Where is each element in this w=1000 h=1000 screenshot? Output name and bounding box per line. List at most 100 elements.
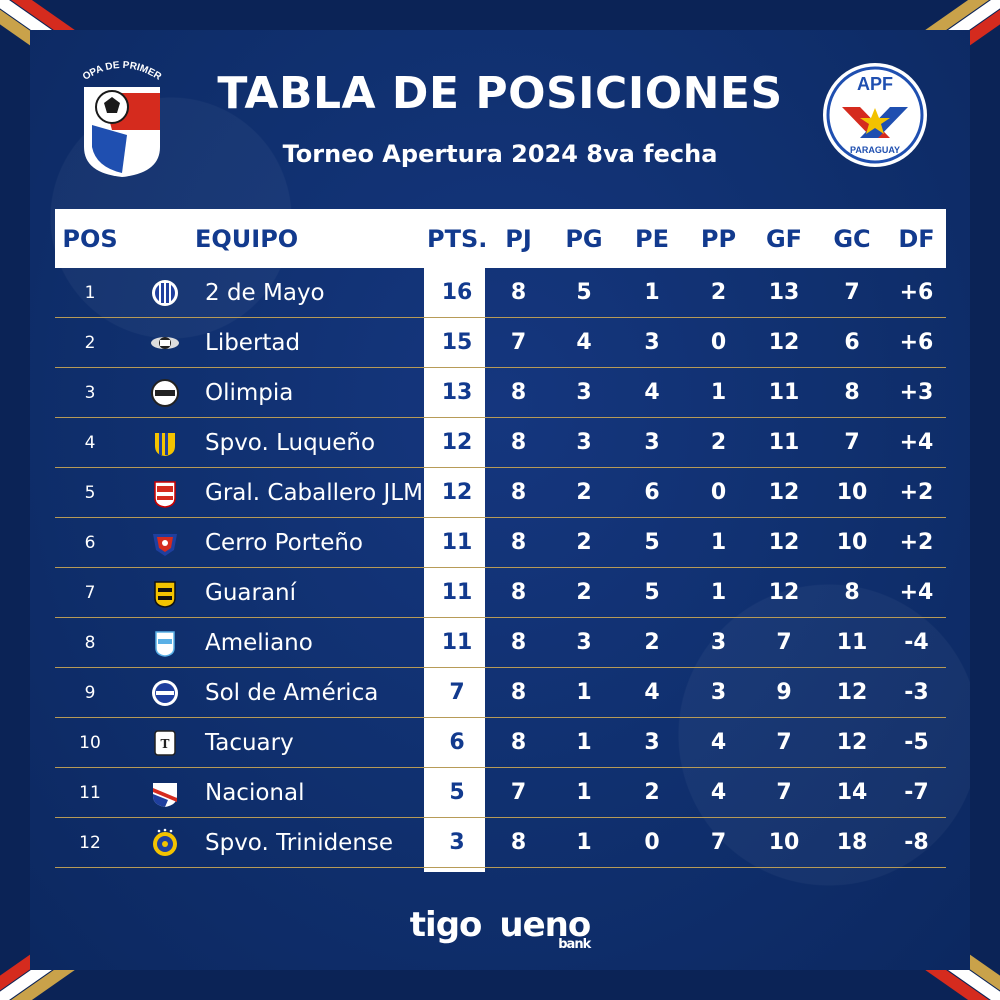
pg-cell: 1 (576, 830, 592, 855)
df-cell: -7 (904, 780, 929, 805)
pts-cell: 16 (441, 280, 473, 305)
pg-cell: 1 (576, 680, 592, 705)
pg-cell: 3 (576, 380, 592, 405)
table-row: 12 Spvo. Trinidense 3 8 1 0 7 10 18 -8 (55, 818, 946, 868)
points-column-highlight (424, 268, 485, 872)
gc-cell: 7 (844, 430, 860, 455)
position-cell: 1 (84, 282, 96, 303)
df-cell: +2 (899, 530, 934, 555)
gf-cell: 10 (768, 830, 800, 855)
table-row: 4 Spvo. Luqueño 12 8 3 3 2 11 7 +4 (55, 418, 946, 468)
df-cell: +6 (899, 280, 934, 305)
pp-cell: 0 (710, 330, 727, 355)
table-row: 11 Nacional 5 7 1 2 4 7 14 -7 (55, 768, 946, 818)
pts-cell: 11 (441, 630, 473, 655)
header-gf: GF (765, 224, 803, 253)
position-cell: 8 (84, 632, 96, 653)
gc-cell: 6 (844, 330, 860, 355)
pg-cell: 1 (576, 730, 592, 755)
pe-cell: 1 (644, 280, 660, 305)
pp-cell: 4 (710, 780, 727, 805)
pts-cell: 15 (441, 330, 473, 355)
pg-cell: 3 (576, 630, 592, 655)
team-name-cell: Libertad (205, 329, 301, 356)
gf-cell: 12 (768, 580, 800, 605)
gf-cell: 11 (768, 430, 800, 455)
pj-cell: 8 (510, 630, 527, 655)
position-cell: 6 (84, 532, 96, 553)
header-gc: GC (833, 224, 871, 253)
ueno-bank-logo: ueno bank (499, 905, 591, 952)
df-cell: -5 (904, 730, 929, 755)
table-row: 1 2 de Mayo 16 8 5 1 2 13 7 +6 (55, 268, 946, 318)
df-cell: +6 (899, 330, 934, 355)
pe-cell: 2 (644, 780, 660, 805)
gc-cell: 12 (836, 730, 868, 755)
pe-cell: 4 (644, 680, 660, 705)
pts-cell: 7 (449, 680, 465, 705)
position-cell: 11 (79, 782, 101, 803)
2-de-mayo-crest-icon (125, 278, 205, 308)
header-pts: PTS. (427, 224, 488, 253)
content-panel (30, 30, 970, 970)
gc-cell: 12 (836, 680, 868, 705)
gc-cell: 14 (836, 780, 868, 805)
team-name-cell: Nacional (205, 779, 305, 806)
gf-cell: 9 (776, 680, 792, 705)
pts-cell: 13 (441, 380, 473, 405)
header-pp: PP (700, 224, 737, 253)
pp-cell: 7 (710, 830, 727, 855)
svg-text:T: T (161, 737, 170, 751)
df-cell: +2 (899, 480, 934, 505)
header-pg: PG (565, 224, 603, 253)
pe-cell: 3 (644, 730, 660, 755)
header-pe: PE (635, 224, 669, 253)
gc-cell: 8 (844, 580, 860, 605)
team-name-cell: Guaraní (205, 579, 297, 606)
tigo-logo: tigo (409, 905, 483, 945)
luqueno-crest-icon (125, 428, 205, 458)
table-row: 10 T Tacuary 6 8 1 3 4 7 12 -5 (55, 718, 946, 768)
pe-cell: 3 (644, 330, 660, 355)
header-df: DF (898, 224, 935, 253)
position-cell: 3 (84, 382, 96, 403)
header-equipo: EQUIPO (195, 224, 299, 253)
gc-cell: 7 (844, 280, 860, 305)
pg-cell: 1 (576, 780, 592, 805)
position-cell: 12 (79, 832, 101, 853)
pg-cell: 3 (576, 430, 592, 455)
team-name-cell: Gral. Caballero JLM (205, 479, 423, 506)
ueno-text: ueno (499, 905, 591, 945)
pe-cell: 4 (644, 380, 660, 405)
sol-de-america-crest-icon (125, 678, 205, 708)
trinidense-crest-icon (125, 828, 205, 858)
table-row: 5 Gral. Caballero JLM 12 8 2 6 0 12 10 +2 (55, 468, 946, 518)
cerro-porteno-crest-icon (125, 528, 205, 558)
pe-cell: 2 (644, 630, 660, 655)
pj-cell: 7 (510, 780, 527, 805)
pp-cell: 2 (710, 430, 727, 455)
pg-cell: 2 (576, 580, 592, 605)
position-cell: 9 (84, 682, 96, 703)
table-row: 6 Cerro Porteño 11 8 2 5 1 12 10 +2 (55, 518, 946, 568)
pj-cell: 8 (510, 480, 527, 505)
pp-cell: 0 (710, 480, 727, 505)
gf-cell: 7 (776, 630, 792, 655)
sponsors: tigo ueno bank (0, 905, 1000, 952)
nacional-crest-icon (125, 778, 205, 808)
pp-cell: 1 (710, 580, 727, 605)
position-cell: 7 (84, 582, 96, 603)
gc-cell: 18 (836, 830, 868, 855)
pj-cell: 8 (510, 280, 527, 305)
pts-cell: 3 (449, 830, 465, 855)
table-row: 2 Libertad 15 7 4 3 0 12 6 +6 (55, 318, 946, 368)
caballero-crest-icon (125, 478, 205, 508)
page-title: TABLA DE POSICIONES (217, 68, 783, 119)
position-cell: 10 (79, 732, 101, 753)
table-row: 3 Olimpia 13 8 3 4 1 11 8 +3 (55, 368, 946, 418)
pp-cell: 3 (710, 680, 727, 705)
table-row: 9 Sol de América 7 8 1 4 3 9 12 -3 (55, 668, 946, 718)
